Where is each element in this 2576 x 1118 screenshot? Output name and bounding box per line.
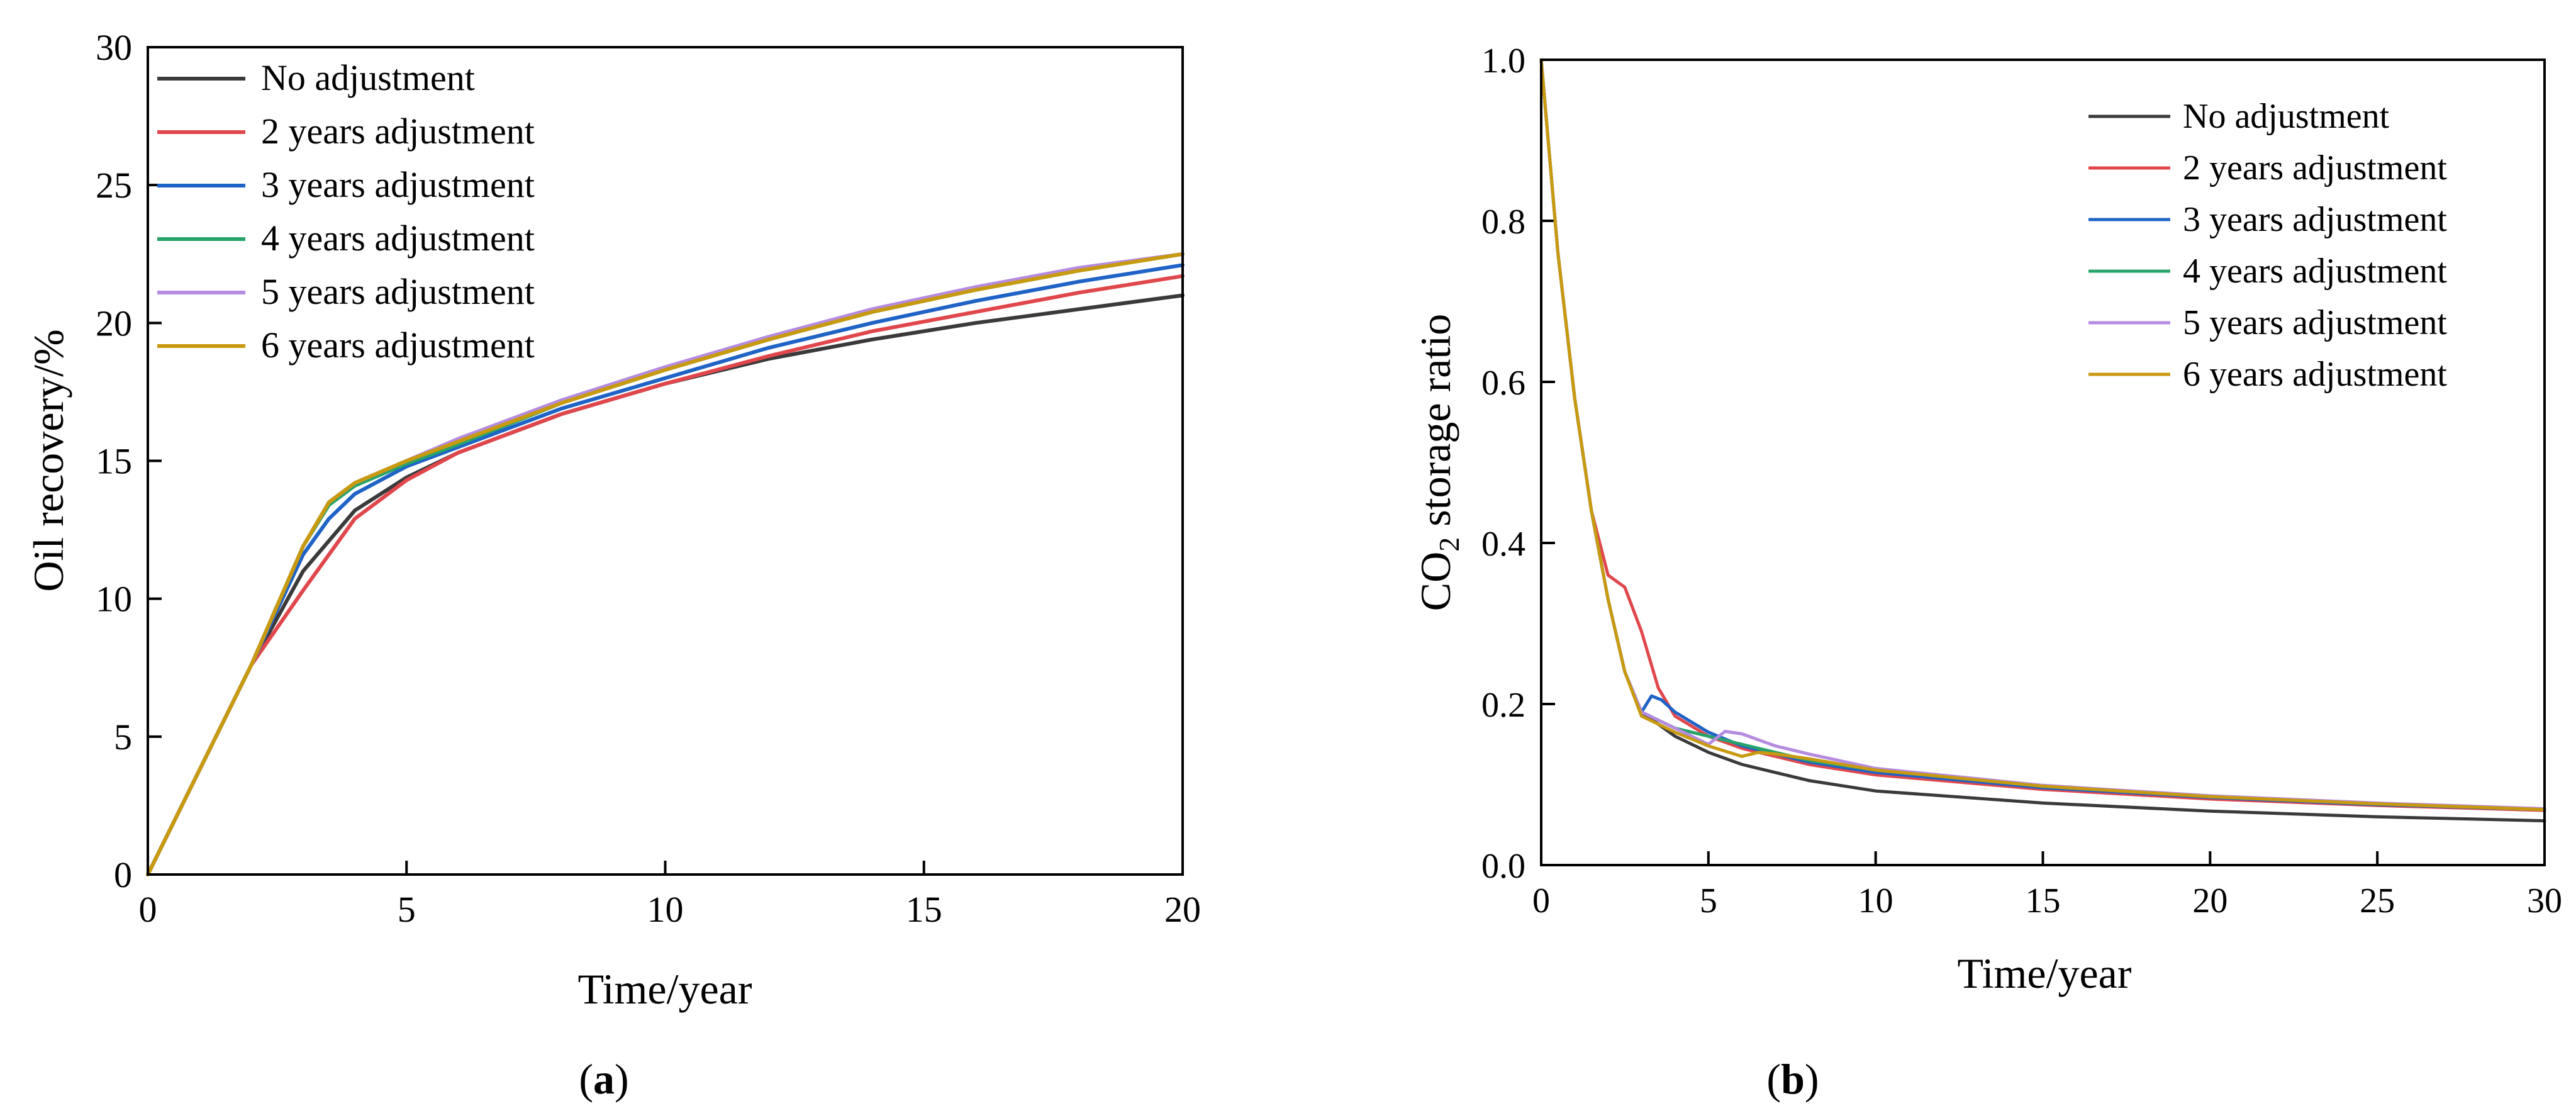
chart-b-series-group — [1539, 58, 2546, 823]
chart-a-axis-ticks: 0 5 10 15 20 0 5 10 15 20 25 30 — [96, 27, 1201, 930]
chart-b-x-axis-label: Time/year — [1957, 949, 2131, 997]
chart-b-x-tick-label: 15 — [2026, 881, 2061, 920]
panel-b-caption-letter: b — [1781, 1055, 1805, 1103]
chart-b-legend-label-4: 4 years adjustment — [2183, 252, 2447, 291]
chart-a-y-tick-label: 0 — [114, 854, 132, 895]
chart-b-y-tick-label: 0.2 — [1481, 686, 1525, 725]
chart-b-x-tick-label: 25 — [2360, 881, 2395, 920]
chart-b-legend-label-3: 3 years adjustment — [2183, 200, 2447, 239]
panel-b-caption: (b) — [1766, 1055, 1819, 1103]
chart-b: 0 5 10 15 20 25 30 0.0 0.2 0.4 0.6 0.8 1.0 No adjust… — [1412, 42, 2562, 1103]
chart-a-legend-label-4: 4 years adjustment — [261, 218, 535, 259]
chart-b-y-tick-label: 0.4 — [1481, 525, 1525, 564]
chart-a-y-tick-label: 5 — [114, 717, 132, 757]
chart-a-x-tick-label: 15 — [906, 889, 942, 930]
chart-b-legend: No adjustment 2 years adjustment 3 years a… — [2088, 97, 2447, 394]
chart-b-x-tick-label: 0 — [1532, 881, 1550, 920]
chart-a-y-tick-label: 25 — [96, 165, 132, 206]
chart-a-legend-label-5: 5 years adjustment — [261, 271, 535, 312]
chart-a-legend-label-3: 3 years adjustment — [261, 164, 535, 205]
chart-b-axis-ticks: 0 5 10 15 20 25 30 0.0 0.2 0.4 0.6 0.8 1.0 — [1481, 42, 2562, 920]
chart-b-x-tick-label: 30 — [2527, 881, 2562, 920]
chart-a-series-group — [146, 252, 1185, 876]
chart-a-plot-frame — [147, 46, 1184, 876]
chart-b-x-tick-label: 10 — [1858, 881, 1893, 920]
chart-a-y-tick-label: 20 — [96, 303, 132, 344]
chart-a-legend-label-6: 6 years adjustment — [261, 325, 535, 366]
chart-a-y-axis-label: Oil recovery/% — [25, 329, 72, 591]
panel-a-caption-letter: a — [593, 1055, 615, 1103]
chart-b-legend-label-6: 6 years adjustment — [2183, 355, 2447, 394]
chart-a-x-tick-label: 20 — [1164, 889, 1201, 930]
chart-b-y-tick-label: 0.6 — [1481, 364, 1525, 403]
chart-b-legend-label-1: No adjustment — [2183, 97, 2390, 136]
chart-a-x-tick-label: 0 — [139, 889, 157, 930]
chart-a-y-tick-label: 15 — [96, 441, 132, 482]
chart-a-x-axis-label: Time/year — [577, 965, 752, 1013]
chart-b-plot-frame — [1540, 59, 2546, 866]
chart-b-y-label-suffix: storage ratio — [1412, 314, 1459, 537]
chart-a-y-tick-label: 10 — [96, 579, 132, 620]
chart-a-y-tick-label: 30 — [96, 27, 132, 68]
chart-a-legend: No adjustment 2 years adjustment 3 years a… — [157, 57, 535, 366]
chart-b-x-tick-label: 20 — [2192, 881, 2228, 920]
chart-a-legend-label-2: 2 years adjustment — [261, 111, 535, 152]
chart-b-y-tick-label: 0.0 — [1481, 847, 1525, 886]
chart-a: 0 5 10 15 20 0 5 10 15 20 25 30 No adjustment 2 year… — [25, 27, 1201, 1103]
chart-b-y-label-subscript: 2 — [1433, 537, 1465, 552]
panel-a-caption: (a) — [579, 1055, 628, 1103]
chart-a-series-line-6 — [146, 252, 1185, 876]
chart-a-x-tick-label: 10 — [647, 889, 684, 930]
chart-b-y-tick-label: 0.8 — [1481, 203, 1525, 242]
chart-b-series-line-6 — [1539, 58, 2546, 812]
chart-b-y-tick-label: 1.0 — [1481, 42, 1525, 81]
chart-b-legend-label-2: 2 years adjustment — [2183, 148, 2447, 187]
chart-a-series-line-2 — [146, 274, 1185, 876]
chart-b-y-label-prefix: CO — [1412, 552, 1459, 611]
chart-b-legend-label-5: 5 years adjustment — [2183, 303, 2447, 342]
chart-a-legend-label-1: No adjustment — [261, 57, 475, 98]
chart-b-x-tick-label: 5 — [1700, 881, 1717, 920]
chart-b-y-axis-label: CO2 storage ratio — [1412, 314, 1465, 611]
chart-a-x-tick-label: 5 — [398, 889, 416, 930]
